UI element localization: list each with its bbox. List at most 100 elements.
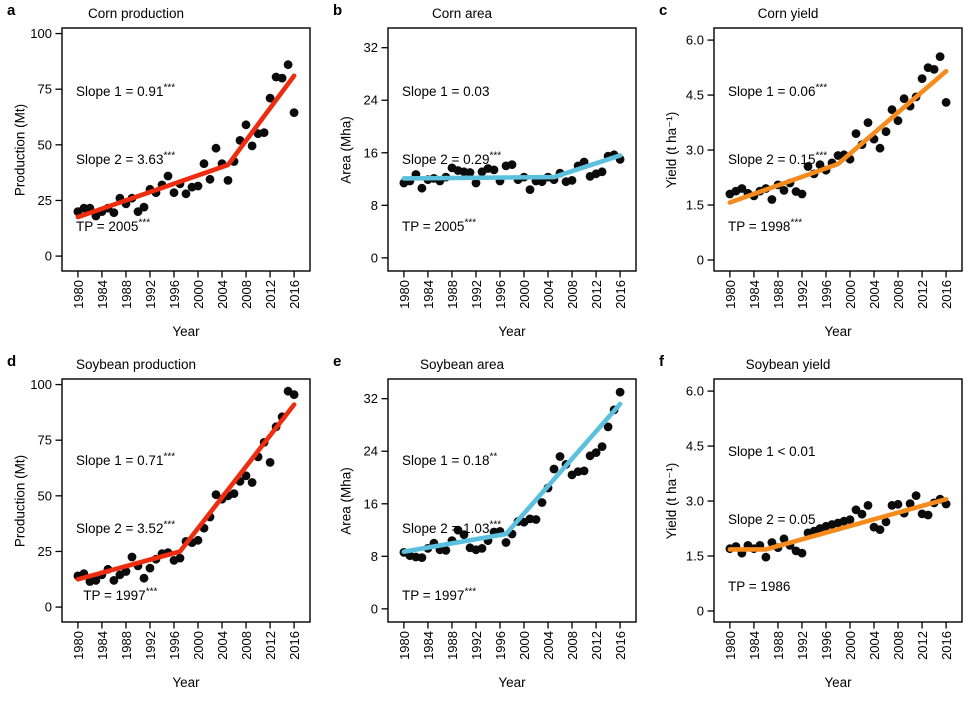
stat-text: Slope 2 = 3.63 (76, 151, 164, 167)
corn-yield-plot: 0 1.5 3.0 4.5 6.0 1980 1984 1988 1992 1996 2000 200… (686, 27, 963, 309)
significance-stars: *** (464, 586, 477, 598)
svg-text:0: 0 (697, 253, 704, 268)
panel-title: Soybean production (75, 357, 197, 372)
y-axis-label: Yield (t ha⁻¹) (664, 111, 679, 189)
svg-text:8: 8 (371, 198, 378, 213)
stats-annotation: Slope 1 = 0.18** Slope 2 = 1.03*** TP = … (402, 405, 501, 653)
svg-text:1980: 1980 (397, 280, 412, 309)
svg-text:50: 50 (38, 137, 52, 152)
svg-text:25: 25 (38, 544, 52, 559)
svg-text:0: 0 (697, 604, 704, 619)
y-axis-label: Production (Mt) (12, 454, 28, 548)
panel-corn-production: 0 25 50 75 100 1980 1984 1988 1992 1996 2000 2004 20… (0, 0, 326, 352)
stat-line: TP = 1986 (728, 576, 815, 599)
svg-text:2004: 2004 (541, 280, 556, 309)
svg-text:2012: 2012 (263, 280, 278, 309)
panel-corn-yield: 0 1.5 3.0 4.5 6.0 1980 1984 1988 1992 1996 2000 200… (652, 0, 978, 352)
panel-title: Corn production (87, 6, 185, 21)
stat-line: TP = 2005*** (402, 216, 501, 239)
svg-text:2008: 2008 (891, 631, 906, 660)
svg-text:2012: 2012 (263, 631, 278, 660)
stats-annotation: Slope 1 = 0.71*** Slope 2 = 3.52*** TP =… (76, 405, 175, 653)
significance-stars: *** (489, 519, 502, 530)
svg-text:8: 8 (371, 549, 378, 564)
svg-text:1988: 1988 (119, 631, 134, 660)
panel-title: Corn area (431, 6, 493, 21)
significance-stars: *** (145, 586, 158, 598)
significance-stars: *** (163, 451, 176, 463)
svg-text:1980: 1980 (723, 280, 738, 309)
svg-text:2016: 2016 (939, 280, 954, 309)
significance-stars: *** (815, 82, 828, 94)
svg-text:6.0: 6.0 (686, 384, 704, 399)
svg-text:1988: 1988 (445, 280, 460, 309)
svg-text:32: 32 (364, 40, 378, 55)
svg-text:1988: 1988 (771, 631, 786, 660)
significance-stars: *** (163, 82, 176, 94)
svg-text:2000: 2000 (191, 631, 206, 660)
svg-text:1980: 1980 (71, 280, 86, 309)
svg-text:2008: 2008 (565, 280, 580, 309)
svg-text:2000: 2000 (517, 280, 532, 309)
panel-letter-c: c (659, 2, 668, 19)
svg-text:25: 25 (38, 193, 52, 208)
y-axis-label: Yield (t ha⁻¹) (664, 462, 679, 540)
corn-production-plot: 0 25 50 75 100 1980 1984 1988 1992 1996 2000 2004 20… (30, 26, 311, 309)
panel-letter-f: f (659, 353, 664, 370)
x-axis-label: Year (498, 675, 526, 690)
stat-text: TP = 2005 (76, 219, 139, 234)
x-axis-label: Year (172, 324, 200, 339)
svg-text:2004: 2004 (215, 280, 230, 309)
svg-text:2016: 2016 (287, 631, 302, 660)
svg-text:2016: 2016 (287, 280, 302, 309)
stat-line: Slope 1 = 0.18** (402, 450, 501, 473)
svg-text:1996: 1996 (493, 280, 508, 309)
x-axis-label: Year (824, 675, 852, 690)
svg-text:24: 24 (364, 444, 378, 459)
stat-text: Slope 1 = 0.18 (402, 453, 490, 468)
panel-title: Soybean area (419, 357, 505, 372)
svg-text:1996: 1996 (819, 280, 834, 309)
svg-text:2008: 2008 (891, 280, 906, 309)
svg-text:1988: 1988 (771, 280, 786, 309)
stat-text: Slope 1 = 0.71 (76, 453, 164, 468)
significance-stars: ** (489, 451, 498, 463)
stat-line: Slope 1 = 0.03 (402, 81, 501, 104)
svg-text:2004: 2004 (541, 631, 556, 660)
panel-soybean-production: 0 25 50 75 100 1980 1984 1988 1992 1996 2000 2004 20… (0, 351, 326, 703)
stat-line: Slope 1 = 0.91*** (76, 81, 175, 104)
significance-stars: *** (163, 519, 176, 530)
svg-text:1980: 1980 (723, 631, 738, 660)
svg-text:2008: 2008 (565, 631, 580, 660)
svg-text:1984: 1984 (95, 280, 110, 309)
svg-text:2012: 2012 (915, 631, 930, 660)
svg-text:0: 0 (371, 601, 378, 616)
svg-text:75: 75 (38, 433, 52, 448)
svg-text:2008: 2008 (239, 631, 254, 660)
svg-text:4.5: 4.5 (686, 88, 704, 103)
stat-line: Slope 1 = 0.06*** (728, 81, 827, 104)
soybean-yield-plot: 0 1.5 3.0 4.5 6.0 1980 1984 1988 1992 1996 2000 200… (686, 378, 963, 660)
stat-line: Slope 1 = 0.71*** (76, 450, 175, 473)
stat-line: Slope 2 = 0.05 (728, 509, 815, 532)
stat-line: TP = 1998*** (728, 216, 827, 239)
y-axis-label: Area (Mha) (338, 116, 354, 184)
svg-text:2000: 2000 (843, 280, 858, 309)
stat-text: TP = 2005 (402, 219, 465, 234)
svg-text:1992: 1992 (469, 280, 484, 309)
svg-text:75: 75 (38, 82, 52, 97)
significance-stars: *** (163, 150, 176, 161)
stat-line: Slope 1 < 0.01 (728, 441, 815, 464)
svg-text:1984: 1984 (747, 631, 762, 660)
svg-text:100: 100 (30, 26, 52, 41)
svg-text:50: 50 (38, 488, 52, 503)
stat-text: Slope 2 = 0.29 (402, 151, 490, 167)
svg-text:6.0: 6.0 (686, 33, 704, 48)
stat-text: Slope 1 = 0.06 (728, 84, 816, 99)
svg-text:32: 32 (364, 391, 378, 406)
panel-letter-e: e (333, 353, 342, 370)
x-axis-label: Year (498, 324, 526, 339)
svg-text:1988: 1988 (119, 280, 134, 309)
svg-text:2000: 2000 (843, 631, 858, 660)
